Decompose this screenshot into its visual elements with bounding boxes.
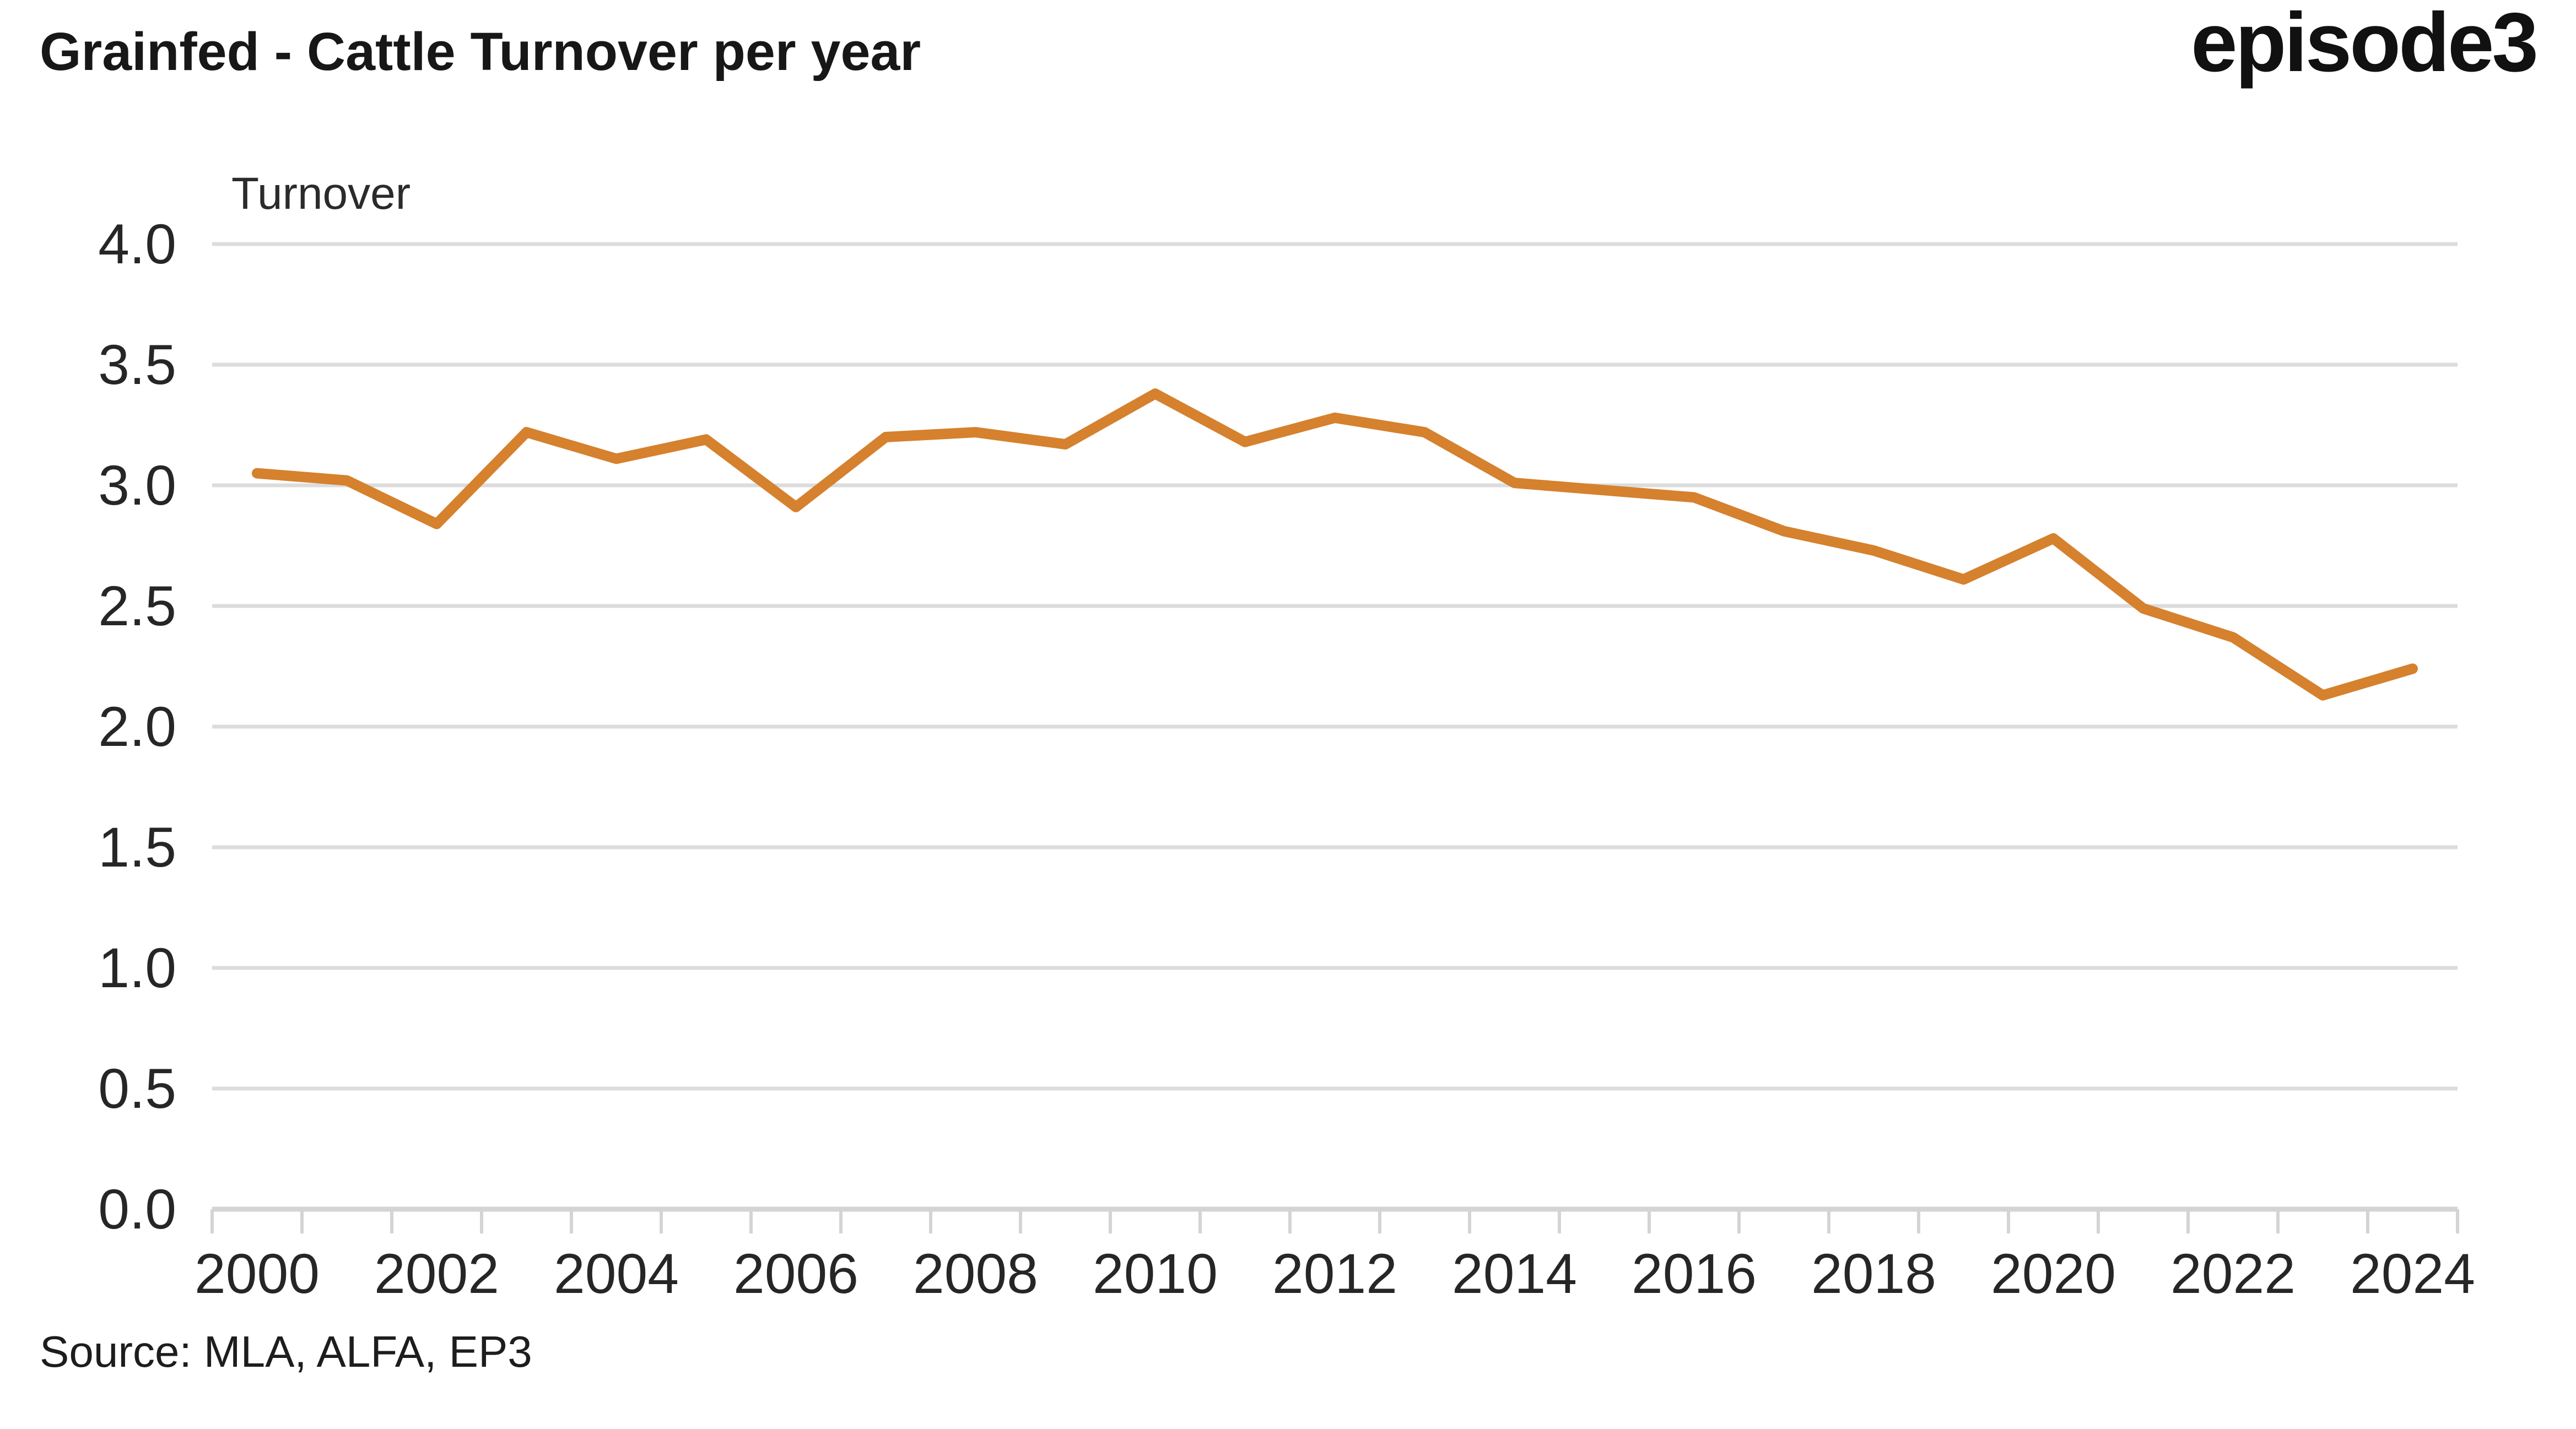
y-tick-label: 3.5 xyxy=(98,333,176,396)
y-tick-label: 0.5 xyxy=(98,1057,176,1120)
x-tick-label: 2002 xyxy=(374,1242,499,1305)
turnover-line-series xyxy=(252,388,2418,701)
y-tick-label: 2.5 xyxy=(98,575,176,637)
episode3-logo: episode3 xyxy=(2191,0,2539,89)
y-axis-title: Turnover xyxy=(231,169,411,219)
y-tick-label: 4.0 xyxy=(98,213,176,275)
y-tick-label: 3.0 xyxy=(98,454,176,517)
x-tick-label: 2000 xyxy=(195,1242,320,1305)
source-note: Source: MLA, ALFA, EP3 xyxy=(40,1327,532,1376)
x-tick-label: 2016 xyxy=(1632,1242,1757,1305)
x-tick-label: 2014 xyxy=(1452,1242,1577,1305)
x-tick-label: 2004 xyxy=(554,1242,679,1305)
x-axis-ticks xyxy=(210,1209,2459,1233)
x-tick-label: 2008 xyxy=(913,1242,1038,1305)
x-tick-label: 2020 xyxy=(1991,1242,2116,1305)
x-tick-label: 2024 xyxy=(2350,1242,2475,1305)
y-tick-label: 1.5 xyxy=(98,816,176,879)
gridlines xyxy=(212,242,2458,1212)
x-tick-label: 2018 xyxy=(1811,1242,1936,1305)
y-tick-label: 2.0 xyxy=(98,695,176,758)
x-tick-label: 2012 xyxy=(1272,1242,1397,1305)
y-tick-label: 1.0 xyxy=(98,937,176,999)
page-title: Grainfed - Cattle Turnover per year xyxy=(40,21,921,82)
x-tick-label: 2010 xyxy=(1093,1242,1218,1305)
y-tick-label: 0.0 xyxy=(98,1178,176,1241)
x-tick-label: 2022 xyxy=(2170,1242,2296,1305)
x-tick-label: 2006 xyxy=(733,1242,858,1305)
